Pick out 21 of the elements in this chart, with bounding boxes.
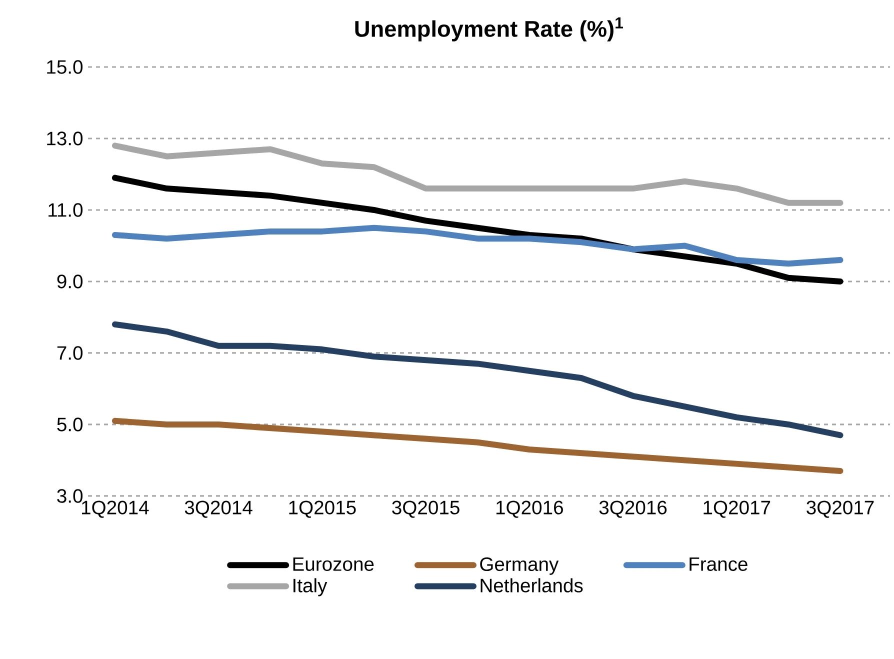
y-tick-label: 13.0 xyxy=(47,132,83,146)
chart-title: Unemployment Rate (%)$^{1}$ xyxy=(355,17,623,42)
x-tick-label: 1Q2014 xyxy=(82,500,149,518)
x-tick-label: 3Q2014 xyxy=(184,500,252,518)
x-tick-label: 3Q2017 xyxy=(806,500,874,518)
legend-label: Eurozone xyxy=(293,557,374,571)
y-tick-label: 11.0 xyxy=(48,203,83,217)
y-tick-label: 5.0 xyxy=(57,418,83,432)
y-tick-label: 15.0 xyxy=(47,60,83,74)
x-tick-label: 3Q2015 xyxy=(392,500,460,518)
x-tick-label: 1Q2015 xyxy=(289,500,356,518)
y-tick-label: 9.0 xyxy=(57,274,83,288)
legend-label: Italy xyxy=(294,578,328,596)
legend-label: France xyxy=(690,557,748,571)
x-tick-label: 1Q2017 xyxy=(704,500,770,518)
legend-label: Germany xyxy=(480,557,559,575)
x-tick-label: 1Q2016 xyxy=(496,500,563,518)
x-tick-label: 3Q2016 xyxy=(599,500,667,518)
y-tick-label: 7.0 xyxy=(57,346,83,360)
legend-label: Netherlands xyxy=(480,578,583,592)
y-tick-label: 3.0 xyxy=(57,489,83,503)
